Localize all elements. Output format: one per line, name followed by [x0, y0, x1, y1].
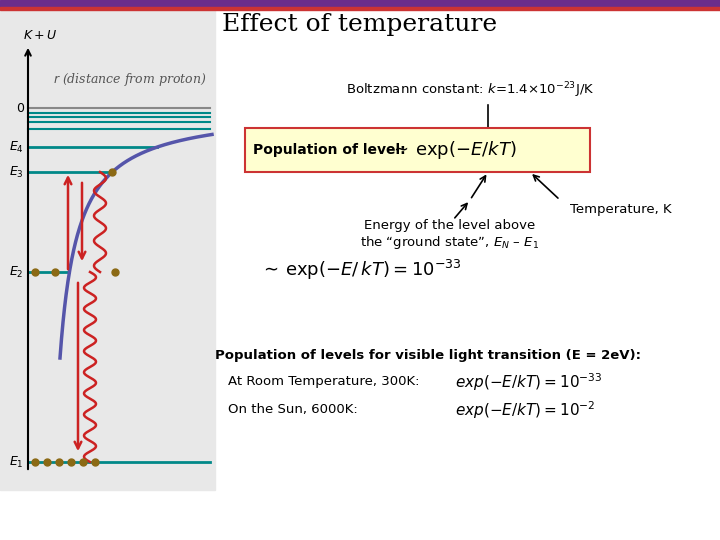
Text: $\sim\,\exp\!\left(-E/kT\right)$: $\sim\,\exp\!\left(-E/kT\right)$ — [390, 139, 516, 161]
Text: 0: 0 — [16, 102, 24, 114]
Text: Energy of the level above
the “ground state”, $E_N$ – $E_1$: Energy of the level above the “ground st… — [361, 219, 539, 251]
Text: $\mathit{exp}(-E/kT) = 10^{-2}$: $\mathit{exp}(-E/kT) = 10^{-2}$ — [455, 399, 595, 421]
Text: $E_1$: $E_1$ — [9, 455, 24, 470]
Text: Boltzmann constant: $k$=1.4×10$^{-23}$J/K: Boltzmann constant: $k$=1.4×10$^{-23}$J/… — [346, 80, 594, 100]
Text: $r$ (distance from proton): $r$ (distance from proton) — [53, 71, 207, 88]
Text: At Room Temperature, 300K:: At Room Temperature, 300K: — [228, 375, 420, 388]
Text: Population of levels for visible light transition (E = 2eV):: Population of levels for visible light t… — [215, 348, 641, 361]
Bar — [0, 0, 720, 7]
Text: $K+U$: $K+U$ — [23, 29, 58, 42]
Text: Population of level:: Population of level: — [253, 143, 410, 157]
Text: Temperature, K: Temperature, K — [570, 204, 672, 217]
Text: $E_3$: $E_3$ — [9, 165, 24, 179]
Text: On the Sun, 6000K:: On the Sun, 6000K: — [228, 403, 358, 416]
Text: $\mathit{exp}(-E/kT) = 10^{-33}$: $\mathit{exp}(-E/kT) = 10^{-33}$ — [455, 371, 603, 393]
Text: $E_4$: $E_4$ — [9, 139, 24, 154]
Text: $\sim\,\exp(-E/\,kT)=10^{-33}$: $\sim\,\exp(-E/\,kT)=10^{-33}$ — [260, 258, 462, 282]
Text: Effect of temperature: Effect of temperature — [222, 12, 498, 36]
Bar — [0, 7, 720, 10]
FancyBboxPatch shape — [245, 128, 590, 172]
Bar — [0, 10, 215, 490]
Text: $E_2$: $E_2$ — [9, 265, 24, 280]
